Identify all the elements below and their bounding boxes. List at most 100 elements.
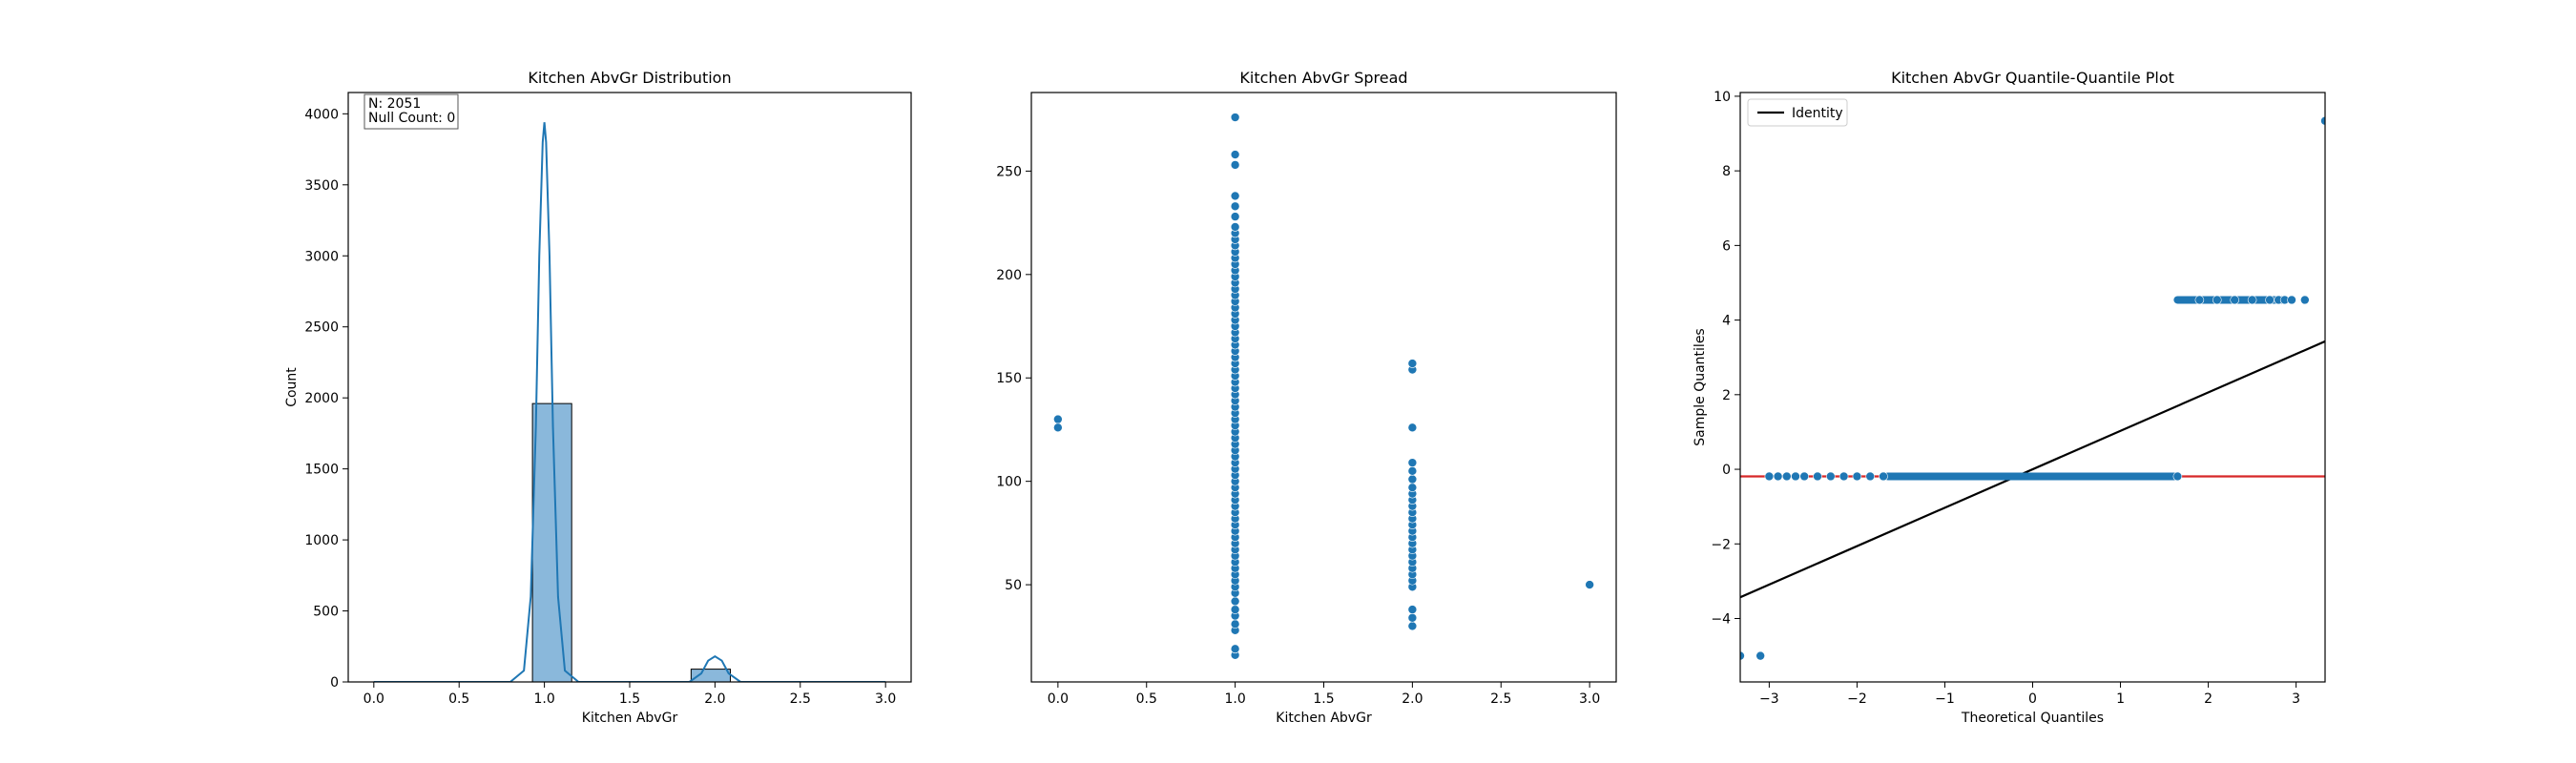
scatter-point bbox=[1764, 471, 1775, 482]
scatter-point bbox=[1755, 650, 1765, 661]
scatter-point bbox=[1230, 605, 1240, 614]
scatter-point bbox=[1781, 471, 1792, 482]
x-axis-label: Kitchen AbvGr bbox=[582, 711, 678, 726]
x-tick-label: 0.5 bbox=[1136, 691, 1157, 707]
scatter-point bbox=[2194, 295, 2205, 305]
scatter-point bbox=[1407, 474, 1418, 485]
scatter-point bbox=[1839, 471, 1849, 482]
scatter-point bbox=[1407, 605, 1418, 614]
scatter-point bbox=[1230, 113, 1240, 122]
x-axis-label: Kitchen AbvGr bbox=[1276, 711, 1372, 726]
scatter-point bbox=[2247, 295, 2257, 305]
axes-frame bbox=[347, 92, 912, 683]
scatter-point bbox=[1230, 191, 1240, 201]
y-tick-label: 2000 bbox=[304, 391, 339, 406]
x-tick-label: 1.0 bbox=[1224, 691, 1245, 707]
scatter-point bbox=[1826, 471, 1836, 482]
y-tick-label: 6 bbox=[1722, 238, 1731, 254]
scatter-point bbox=[1230, 596, 1240, 607]
scatter-point bbox=[1740, 650, 1745, 661]
y-axis-label: Sample Quantiles bbox=[1693, 328, 1708, 445]
y-tick-label: 1000 bbox=[304, 533, 339, 548]
scatter-point bbox=[1407, 466, 1418, 476]
scatter-point bbox=[1852, 471, 1862, 482]
scatter-point bbox=[1407, 423, 1418, 433]
x-tick-label: −3 bbox=[1759, 691, 1779, 707]
scatter-point bbox=[1230, 212, 1240, 221]
x-tick-label: 3.0 bbox=[1579, 691, 1600, 707]
stats-annotation-line: N: 2051 bbox=[368, 96, 421, 112]
y-tick-label: −2 bbox=[1711, 537, 1731, 552]
x-tick-label: 1.5 bbox=[1313, 691, 1334, 707]
scatter-point bbox=[2212, 295, 2222, 305]
y-tick-label: 1500 bbox=[304, 463, 339, 478]
x-tick-label: 2.0 bbox=[704, 691, 725, 707]
y-tick-label: 4 bbox=[1722, 314, 1731, 329]
chart-panel-2: Kitchen AbvGr Spread 0.0 0.5 1.0 1.5 2.0 2.5 3.… bbox=[996, 69, 1617, 726]
x-tick-label: −1 bbox=[1935, 691, 1955, 707]
y-axis-label: Count bbox=[284, 367, 300, 407]
y-tick-label: 3000 bbox=[304, 249, 339, 264]
x-tick-label: 1 bbox=[2116, 691, 2125, 707]
scatter-point bbox=[1791, 471, 1800, 482]
scatter-point bbox=[1230, 222, 1240, 232]
scatter-point bbox=[1799, 471, 1809, 482]
y-tick-label: 3500 bbox=[304, 178, 339, 194]
legend-label: Identity bbox=[1792, 106, 1843, 121]
y-tick-label: −4 bbox=[1711, 612, 1731, 628]
y-tick-label: 10 bbox=[1714, 90, 1731, 105]
y-tick-label: 0 bbox=[330, 675, 339, 691]
chart-title: Kitchen AbvGr Spread bbox=[1239, 69, 1407, 87]
scatter-point bbox=[1407, 359, 1418, 368]
y-tick-label: 50 bbox=[1005, 578, 1022, 593]
y-tick-label: 250 bbox=[996, 164, 1022, 179]
scatter-point bbox=[1230, 160, 1240, 170]
y-tick-label: 2500 bbox=[304, 320, 339, 336]
x-tick-label: 2 bbox=[2204, 691, 2212, 707]
x-tick-label: 0 bbox=[2028, 691, 2037, 707]
scatter-point bbox=[2230, 295, 2239, 305]
scatter-point bbox=[1230, 619, 1240, 629]
scatter-point bbox=[1407, 621, 1418, 631]
scatter-point bbox=[1879, 471, 1888, 482]
plot-area bbox=[1740, 115, 2325, 661]
axes-frame bbox=[1030, 92, 1617, 683]
stats-annotation-line: Null Count: 0 bbox=[368, 111, 455, 126]
y-tick-label: 8 bbox=[1722, 164, 1731, 179]
scatter-point bbox=[1230, 644, 1240, 654]
y-tick-label: 2 bbox=[1722, 388, 1731, 403]
scatter-point bbox=[1053, 414, 1063, 424]
scatter-point bbox=[2287, 295, 2296, 305]
scatter-point bbox=[1230, 150, 1240, 159]
scatter-point bbox=[1407, 483, 1418, 492]
x-tick-label: 0.0 bbox=[364, 691, 384, 707]
axes-frame bbox=[1739, 92, 2326, 683]
y-tick-label: 4000 bbox=[304, 107, 339, 122]
scatter-point bbox=[2172, 471, 2183, 482]
scatter-point bbox=[2320, 115, 2325, 126]
chart-title: Kitchen AbvGr Distribution bbox=[528, 69, 731, 87]
stats-annotation-box bbox=[364, 93, 459, 130]
kde-line bbox=[373, 122, 886, 682]
chart-title: Kitchen AbvGr Quantile-Quantile Plot bbox=[1891, 69, 2174, 87]
x-tick-label: 2.5 bbox=[1490, 691, 1511, 707]
scatter-point bbox=[1865, 471, 1876, 482]
y-tick-label: 100 bbox=[996, 475, 1022, 490]
scatter-point bbox=[1053, 423, 1063, 433]
scatter-point bbox=[1773, 471, 1783, 482]
scatter-point bbox=[1407, 458, 1418, 467]
y-tick-label: 0 bbox=[1722, 463, 1731, 478]
x-tick-label: 0.5 bbox=[448, 691, 469, 707]
chart-panel-1: Kitchen AbvGr Distribution 0.0 0.5 1.0 1.5 2.… bbox=[284, 69, 912, 726]
y-tick-label: 500 bbox=[313, 605, 339, 620]
scatter-point bbox=[1585, 580, 1594, 589]
histogram-bar bbox=[531, 402, 572, 682]
scatter-point bbox=[1230, 201, 1240, 212]
plot-area bbox=[1053, 113, 1594, 660]
chart-panel-3: Kitchen AbvGr Quantile-Quantile Plot −3 −2… bbox=[1693, 69, 2326, 726]
x-tick-label: 2.0 bbox=[1402, 691, 1423, 707]
x-tick-label: −2 bbox=[1847, 691, 1867, 707]
identity-line bbox=[1740, 340, 2325, 599]
scatter-point bbox=[1813, 471, 1822, 482]
